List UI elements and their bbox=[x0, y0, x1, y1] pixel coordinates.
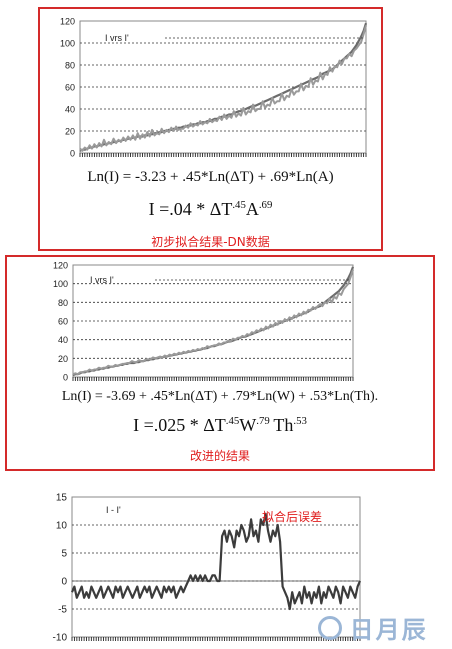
y-tick-label: 100 bbox=[60, 39, 75, 49]
y-tick-label: 40 bbox=[58, 335, 68, 345]
caption-initial-fit: 初步拟合结果-DN数据 bbox=[151, 235, 270, 249]
y-tick-label: 20 bbox=[65, 127, 75, 137]
series-line-1 bbox=[70, 512, 362, 611]
plot-area bbox=[79, 20, 367, 154]
equation-1-log: Ln(I) = -3.23 + .45*Ln(ΔT) + .69*Ln(A) bbox=[87, 169, 334, 185]
watermark-logo: 日月辰 bbox=[318, 610, 428, 645]
legend-label: I vrs I' bbox=[90, 275, 114, 285]
y-tick-label: 60 bbox=[58, 317, 68, 327]
y-tick-label: 120 bbox=[53, 261, 68, 271]
equation-1-power: I =.04 * ΔT.45A.69 bbox=[148, 199, 273, 219]
series-line-2 bbox=[79, 25, 367, 152]
equation-2-log: Ln(I) = -3.69 + .45*Ln(ΔT) + .79*Ln(W) +… bbox=[61, 389, 379, 404]
y-tick-label: -5 bbox=[58, 605, 67, 616]
y-tick-label: 0 bbox=[63, 373, 68, 383]
y-tick-label: 40 bbox=[65, 105, 75, 115]
series-line-2 bbox=[72, 269, 354, 376]
y-tick-label: 0 bbox=[70, 149, 75, 159]
y-tick-label: 5 bbox=[61, 549, 67, 560]
y-tick-label: 15 bbox=[56, 493, 68, 504]
y-tick-label: 80 bbox=[58, 298, 68, 308]
magnifier-icon bbox=[318, 616, 342, 640]
y-tick-label: 60 bbox=[65, 83, 75, 93]
chart-i-vs-i-prime-initial: 0 20 40 60 80 100 120 I vrs I' bbox=[60, 17, 368, 159]
caption-improved-fit: 改进的结果 bbox=[189, 449, 250, 463]
chart-residual-error: -10 -5 0 5 10 15 I - I' bbox=[53, 493, 362, 644]
panel-improved-fit: 0 20 40 60 80 100 120 I vrs I' Ln(I) = -3.69 + … bbox=[5, 255, 435, 471]
chart-i-vs-i-prime-improved: 0 20 40 60 80 100 120 I vrs I' bbox=[53, 261, 355, 383]
watermark-text: 日月辰 bbox=[349, 616, 428, 644]
y-tick-label: 20 bbox=[58, 354, 68, 364]
y-tick-label: 100 bbox=[53, 279, 68, 289]
y-tick-label: 120 bbox=[60, 17, 75, 27]
panel-initial-fit: 0 20 40 60 80 100 120 I vrs I' Ln(I) = -3.23 + … bbox=[38, 7, 383, 251]
y-tick-label: 0 bbox=[61, 577, 67, 588]
legend-label: I - I' bbox=[106, 505, 121, 515]
y-tick-label: 80 bbox=[65, 61, 75, 71]
legend-label: I vrs I' bbox=[105, 33, 129, 43]
caption-residual-error: 拟合后误差 bbox=[262, 510, 323, 524]
plot-area bbox=[71, 496, 361, 638]
y-tick-label: -10 bbox=[53, 633, 68, 644]
equation-2-power: I =.025 * ΔT.45W.79 Th.53 bbox=[133, 415, 307, 435]
y-tick-label: 10 bbox=[56, 521, 68, 532]
